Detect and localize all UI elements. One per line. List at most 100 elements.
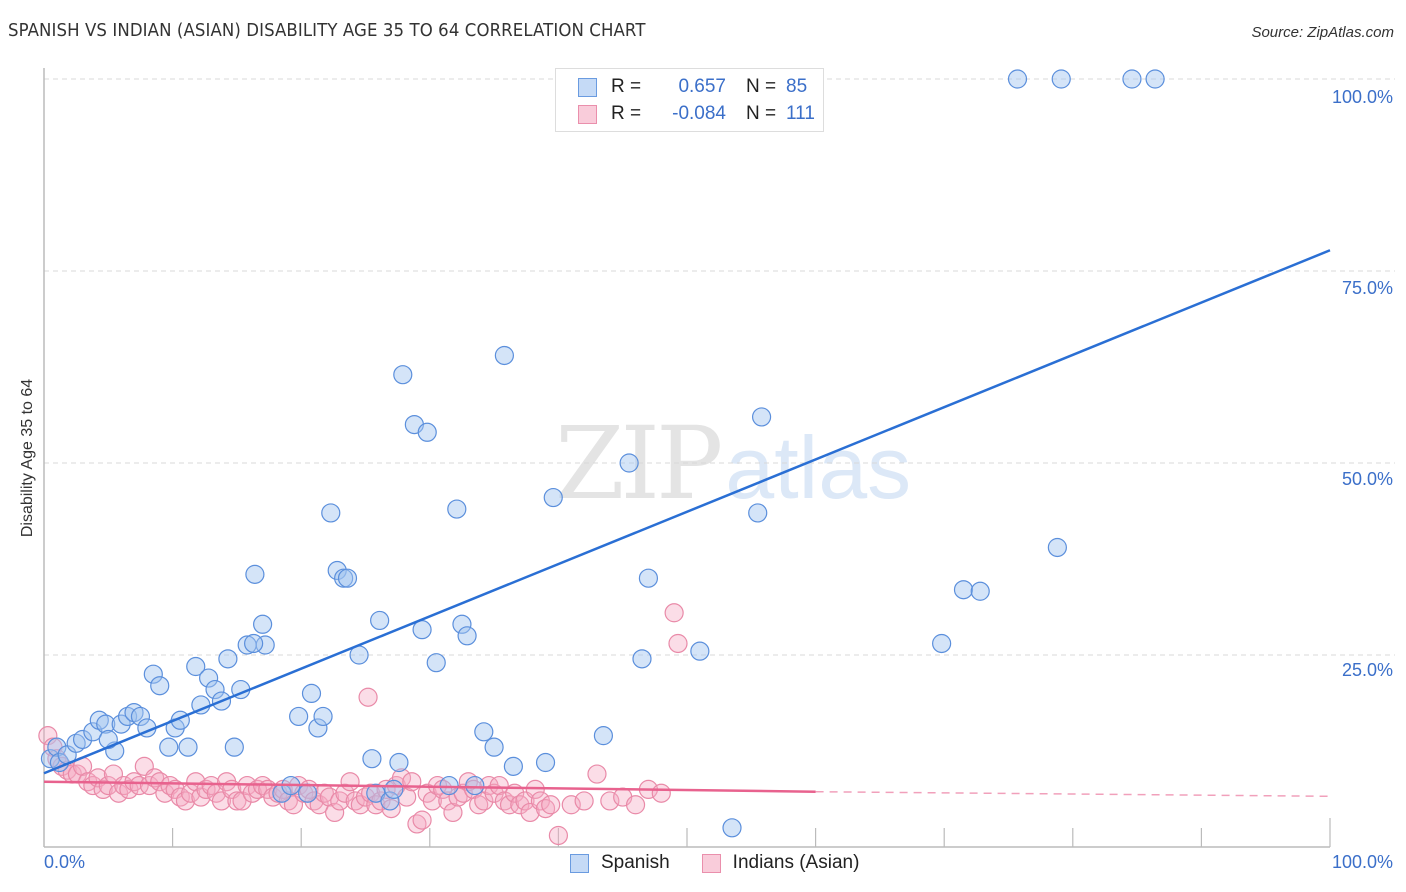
data-point <box>93 779 113 800</box>
data-point <box>632 649 652 669</box>
data-point <box>932 633 952 654</box>
data-point <box>308 718 328 738</box>
data-point <box>340 772 360 792</box>
data-point <box>541 795 561 815</box>
data-point <box>443 802 463 823</box>
data-point <box>313 706 333 727</box>
data-point <box>402 772 422 792</box>
data-point <box>335 783 355 803</box>
y-tick-75: 75.0% <box>1341 278 1393 298</box>
y-tick-50: 50.0% <box>1341 469 1393 489</box>
n-value: 85 <box>786 76 808 97</box>
data-point <box>1122 69 1142 89</box>
data-point <box>143 664 163 684</box>
data-point <box>439 775 459 796</box>
data-point <box>298 783 318 803</box>
data-point <box>548 825 569 846</box>
data-point <box>384 779 404 800</box>
x-tick-max: 100.0% <box>1331 852 1393 872</box>
data-point <box>587 764 607 784</box>
data-point <box>362 749 382 769</box>
data-point <box>690 641 710 661</box>
data-point <box>232 791 252 811</box>
data-point <box>170 787 190 807</box>
data-point <box>355 787 376 807</box>
n-value: 111 <box>786 103 815 124</box>
data-point <box>535 752 556 773</box>
data-point <box>47 737 67 757</box>
data-point <box>319 787 340 807</box>
indians-swatch <box>701 853 721 873</box>
data-point <box>619 453 639 473</box>
data-point <box>389 752 409 773</box>
y-tick-25: 25.0% <box>1341 660 1393 680</box>
source-label: Source: ZipAtlas.com <box>1251 24 1394 41</box>
n-label: N = <box>746 103 777 124</box>
data-point <box>205 679 225 700</box>
data-point <box>625 795 646 815</box>
data-point <box>1145 69 1165 89</box>
data-point <box>186 656 206 677</box>
data-point <box>244 633 264 654</box>
legend-item-indians[interactable]: Indians (Asian) <box>701 852 860 874</box>
data-point <box>510 795 530 815</box>
data-point <box>503 756 523 776</box>
data-point <box>327 560 347 581</box>
data-point <box>289 706 309 727</box>
data-point <box>638 568 659 588</box>
data-point <box>278 791 298 811</box>
data-point <box>96 714 116 734</box>
trendlines <box>43 249 1331 798</box>
data-point <box>465 775 485 796</box>
data-point <box>574 791 594 811</box>
data-point <box>129 775 149 796</box>
data-point <box>150 676 170 696</box>
data-point <box>494 345 514 366</box>
r-label: R = <box>611 103 642 124</box>
data-point <box>72 729 93 750</box>
data-point <box>412 810 432 830</box>
data-point <box>358 687 378 707</box>
data-point <box>751 407 772 427</box>
data-point <box>1051 69 1071 89</box>
data-point <box>245 564 265 584</box>
data-point <box>321 503 341 523</box>
data-point <box>370 610 390 631</box>
spanish-swatch <box>578 77 597 97</box>
data-point <box>1007 69 1028 89</box>
data-point <box>484 737 504 757</box>
legend-label: Spanish <box>601 852 670 873</box>
legend-item-spanish[interactable]: Spanish <box>570 852 670 874</box>
data-point <box>325 802 345 823</box>
data-point <box>301 683 322 704</box>
data-point <box>593 726 614 746</box>
data-point <box>253 614 273 634</box>
n-label: N = <box>746 76 777 97</box>
data-point <box>489 775 509 796</box>
data-point <box>1047 537 1067 558</box>
y-tick-100: 100.0% <box>1331 87 1393 107</box>
data-point <box>561 795 581 815</box>
data-point <box>130 706 151 727</box>
data-point <box>499 795 520 815</box>
data-point <box>438 791 458 811</box>
x-tick-min: 0.0% <box>44 852 86 872</box>
legend-label: Indians (Asian) <box>732 852 860 873</box>
data-point <box>651 783 671 803</box>
data-point <box>664 603 684 623</box>
data-point <box>543 487 563 508</box>
data-point <box>304 791 324 811</box>
data-point <box>970 581 990 601</box>
data-point <box>469 795 489 815</box>
data-point <box>366 795 386 815</box>
data-point <box>227 791 247 811</box>
data-point <box>309 795 329 815</box>
data-point <box>426 653 446 673</box>
legend-row-spanish: R = 0.657 N = 85 <box>578 75 807 99</box>
data-point <box>186 772 206 792</box>
data-point <box>535 798 556 819</box>
data-point <box>199 668 219 688</box>
data-point <box>98 775 118 796</box>
correlation-legend: R = 0.657 N = 85 R = -0.084 N = 111 <box>555 68 824 132</box>
